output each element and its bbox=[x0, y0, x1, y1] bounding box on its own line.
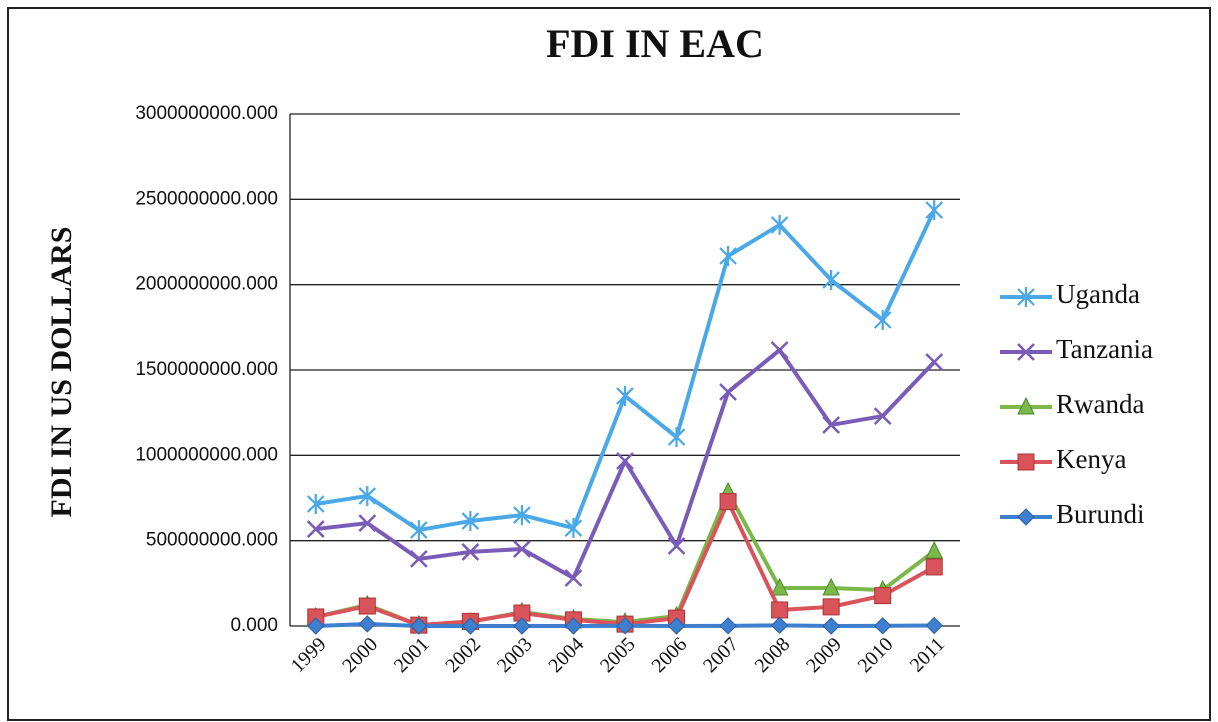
marker bbox=[771, 601, 789, 619]
marker bbox=[925, 540, 944, 559]
marker bbox=[873, 407, 892, 425]
marker bbox=[719, 383, 737, 401]
marker bbox=[513, 617, 531, 635]
marker bbox=[1017, 508, 1035, 526]
marker bbox=[925, 353, 944, 371]
marker bbox=[564, 617, 583, 635]
marker bbox=[925, 200, 944, 221]
marker bbox=[873, 309, 892, 330]
marker bbox=[770, 616, 789, 635]
legend-label: Uganda bbox=[1056, 279, 1140, 309]
marker bbox=[667, 537, 686, 555]
marker bbox=[1017, 453, 1035, 471]
marker bbox=[770, 577, 789, 596]
marker bbox=[358, 514, 377, 532]
y-tick-label: 2500000000.000 bbox=[135, 188, 278, 209]
marker bbox=[564, 518, 583, 539]
marker bbox=[409, 550, 428, 568]
marker bbox=[461, 543, 480, 561]
legend-label: Tanzania bbox=[1056, 334, 1153, 364]
marker bbox=[822, 416, 841, 434]
marker bbox=[358, 597, 376, 615]
y-tick-label: 2000000000.000 bbox=[135, 274, 278, 295]
marker bbox=[874, 587, 892, 605]
y-tick-label: 1500000000.000 bbox=[135, 359, 278, 380]
chart-title: FDI IN EAC bbox=[546, 21, 764, 66]
marker bbox=[822, 617, 840, 635]
marker bbox=[1017, 287, 1035, 307]
marker bbox=[306, 520, 325, 538]
y-tick-label: 0.000 bbox=[230, 615, 278, 636]
marker bbox=[925, 558, 943, 576]
marker bbox=[667, 427, 686, 448]
marker bbox=[564, 569, 583, 587]
marker bbox=[410, 520, 428, 541]
marker bbox=[1017, 396, 1035, 415]
marker bbox=[925, 616, 943, 635]
marker bbox=[461, 617, 480, 635]
legend-label: Kenya bbox=[1056, 444, 1126, 474]
y-tick-label: 500000000.000 bbox=[146, 530, 278, 551]
marker bbox=[822, 270, 840, 291]
marker bbox=[513, 505, 531, 526]
chart-border bbox=[7, 7, 1211, 721]
marker bbox=[667, 617, 686, 635]
marker bbox=[822, 598, 840, 616]
marker bbox=[719, 245, 737, 266]
marker bbox=[616, 452, 634, 470]
marker bbox=[306, 493, 325, 514]
marker bbox=[1017, 343, 1035, 361]
marker bbox=[873, 617, 892, 635]
marker bbox=[822, 577, 840, 596]
marker bbox=[770, 214, 789, 235]
legend-label: Burundi bbox=[1056, 499, 1145, 529]
marker bbox=[616, 617, 634, 635]
marker bbox=[358, 485, 377, 506]
marker bbox=[307, 617, 325, 635]
marker bbox=[616, 385, 634, 406]
marker bbox=[719, 617, 737, 635]
y-axis-label: FDI IN US DOLLARS bbox=[45, 227, 78, 518]
marker bbox=[410, 617, 428, 635]
y-tick-label: 1000000000.000 bbox=[135, 444, 278, 465]
marker bbox=[461, 511, 480, 532]
legend-label: Rwanda bbox=[1056, 389, 1144, 419]
y-tick-label: 3000000000.000 bbox=[135, 103, 278, 124]
marker bbox=[513, 540, 531, 558]
marker bbox=[770, 341, 789, 359]
marker bbox=[719, 493, 737, 511]
marker bbox=[358, 615, 377, 633]
